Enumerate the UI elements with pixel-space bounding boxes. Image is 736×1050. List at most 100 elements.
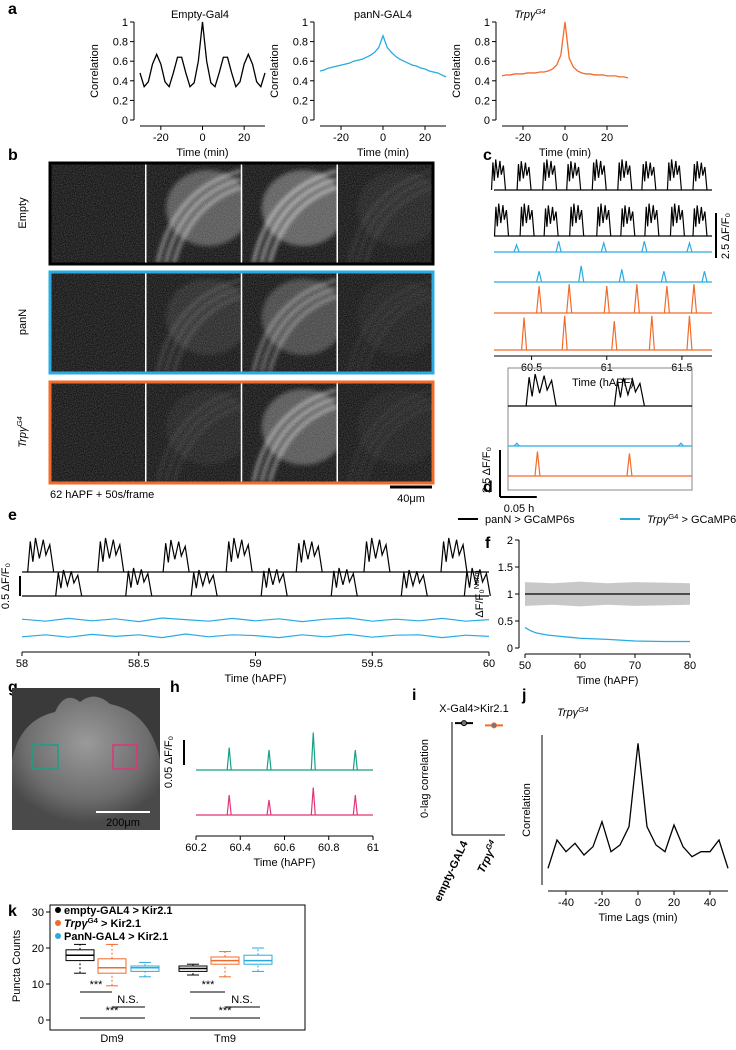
spike	[611, 321, 618, 351]
spike	[626, 453, 633, 477]
legend-label: PanN-GAL4 > Kir2.1	[64, 931, 168, 943]
image-arc	[363, 404, 434, 483]
burst	[519, 203, 535, 237]
image-arc	[156, 278, 242, 373]
y-tick-label: 1	[122, 17, 128, 29]
y-axis-label: 0-lag correlation	[419, 739, 431, 818]
image-arc	[172, 294, 242, 373]
burst	[440, 537, 468, 573]
spike	[566, 284, 573, 314]
burst	[260, 567, 288, 597]
panel-label: e	[8, 507, 17, 524]
panel-label: i	[412, 687, 416, 704]
x-tick-label: 60.6	[274, 842, 295, 854]
image-arc	[363, 185, 434, 264]
image-glow	[357, 170, 442, 246]
burst	[543, 205, 559, 237]
burst	[363, 537, 391, 573]
burst	[596, 203, 612, 237]
legend-label: TrpγG4 > Kir2.1	[64, 916, 141, 931]
image-arc	[355, 396, 434, 483]
image-arc	[164, 396, 242, 483]
burst	[620, 205, 636, 237]
x-tick-label: 60	[574, 660, 586, 672]
legend-label: TrpγG4 > GCaMP6s	[647, 512, 736, 527]
burst	[613, 376, 646, 407]
image-arc	[355, 286, 434, 373]
trace-line	[21, 617, 490, 623]
chart-title: X-Gal4>Kir2.1	[439, 703, 508, 715]
panel-label: b	[8, 147, 18, 164]
y-tick-label: 0.4	[475, 76, 490, 88]
spike	[266, 749, 272, 771]
panel-label: c	[483, 147, 492, 164]
caption: 62 hAPF + 50s/frame	[50, 489, 154, 501]
image-arc	[172, 185, 242, 264]
x-scale-bar-label: 0.05 h	[504, 503, 535, 515]
y-tick-label: 1	[507, 589, 513, 601]
panel-label: f	[485, 535, 491, 552]
burst	[400, 569, 428, 597]
spike	[641, 241, 648, 253]
x-tick-label: -20	[153, 132, 169, 144]
y-tick-label: 1	[302, 17, 308, 29]
burst	[463, 567, 491, 597]
burst	[330, 567, 358, 597]
image-glow	[165, 279, 250, 355]
y-tick-label: 0.4	[113, 76, 128, 88]
panel-label: a	[8, 1, 17, 18]
x-tick-label: 60.4	[230, 842, 251, 854]
panel-label: d	[483, 479, 493, 496]
x-axis-label: Time (min)	[539, 147, 591, 159]
image-arc	[268, 294, 338, 373]
x-tick-label: 0	[380, 132, 386, 144]
image-arc	[252, 169, 338, 264]
y-tick-label: 0.8	[475, 37, 490, 49]
y-axis-label-part: Correlation	[269, 44, 281, 98]
y-axis-label-part: 0-lag correlation	[419, 739, 431, 818]
y-axis-label: Correlation	[451, 44, 463, 98]
x-tick-label: 80	[684, 660, 696, 672]
spike	[352, 794, 358, 816]
significance: N.S.	[117, 994, 138, 1006]
x-tick-label: 20	[668, 897, 680, 909]
x-tick-label: 60.2	[185, 842, 206, 854]
chart-title-part: Empty-Gal4	[171, 9, 229, 21]
spike	[555, 241, 562, 253]
y-tick-label: 0	[302, 115, 308, 127]
dot	[491, 722, 497, 729]
image-arc	[347, 278, 434, 373]
legend-label-part: > Kir2.1	[98, 918, 141, 930]
burst	[692, 161, 708, 191]
y-tick-label: 0	[507, 643, 513, 655]
x-tick-label: -20	[515, 132, 531, 144]
image-glow	[261, 279, 346, 355]
x-tick-label: 60	[483, 658, 495, 670]
y-axis-label: Correlation	[269, 44, 281, 98]
burst	[692, 205, 708, 237]
burst	[516, 161, 532, 191]
spike	[603, 285, 610, 314]
y-tick-label: 2	[507, 535, 513, 547]
image-glow	[165, 170, 250, 246]
spike	[266, 799, 272, 816]
series-line	[319, 33, 447, 78]
spike	[701, 271, 708, 283]
frame	[507, 367, 693, 491]
y-axis-label-part: Correlation	[89, 44, 101, 98]
panel-label: g	[8, 679, 18, 696]
legend-label-part: G4	[88, 916, 99, 925]
burst	[666, 159, 683, 191]
y-axis-label: Correlation	[89, 44, 101, 98]
spike	[618, 269, 625, 283]
y-axis-label: ΔF/F₀Norm	[472, 570, 487, 617]
burst	[490, 159, 507, 191]
y-axis-label-part: Correlation	[451, 44, 463, 98]
spike	[513, 242, 520, 253]
burst	[641, 161, 657, 191]
spike	[536, 285, 543, 314]
panel-label: k	[8, 903, 17, 920]
x-tick-label: Dm9	[100, 1033, 123, 1045]
x-tick-label: 61	[367, 842, 379, 854]
spike	[678, 442, 684, 447]
